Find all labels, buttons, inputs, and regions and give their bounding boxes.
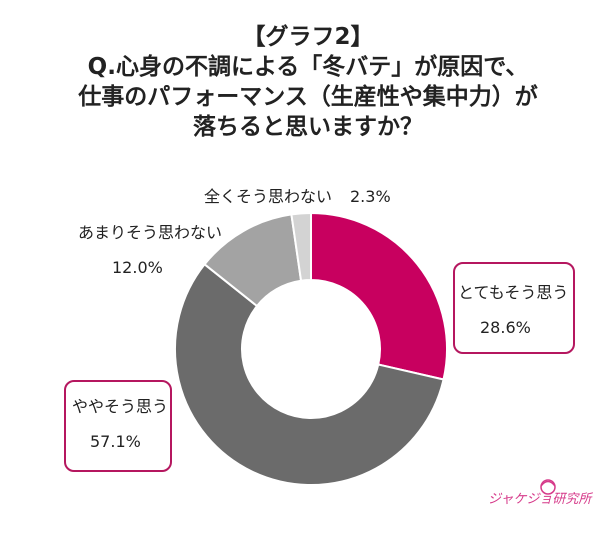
title-line-2: Q.心身の不調による「冬バテ」が原因で、 bbox=[87, 54, 529, 80]
callout-box-totemo bbox=[453, 262, 575, 354]
label-yaya-name: ややそう思う bbox=[72, 397, 169, 416]
label-yaya-value: 57.1% bbox=[90, 432, 141, 451]
slice-yaya bbox=[174, 262, 445, 486]
label-totemo-name: とてもそう思う bbox=[458, 283, 569, 302]
logo-hair-icon bbox=[540, 480, 556, 487]
logo-face-icon bbox=[540, 479, 556, 495]
title-line-4: 落ちると思いますか？ bbox=[193, 114, 423, 140]
slice-mattaku bbox=[290, 211, 312, 282]
label-mattaku-name: 全くそう思わない bbox=[204, 187, 333, 206]
label-totemo-value: 28.6% bbox=[480, 318, 531, 337]
logo-text: ジャケジョ研究所 bbox=[488, 492, 592, 507]
chart-title: 【グラフ2】 Q.心身の不調による「冬バテ」が原因で、 仕事のパフォーマンス（生… bbox=[0, 22, 616, 142]
label-amari-name: あまりそう思わない bbox=[78, 223, 223, 242]
label-amari-value: 12.0% bbox=[112, 258, 163, 277]
label-mattaku-value: 2.3% bbox=[350, 187, 391, 206]
brand-logo: ジャケジョ研究所 bbox=[488, 478, 608, 518]
callout-box-yaya bbox=[64, 380, 172, 472]
title-line-1: 【グラフ2】 bbox=[242, 24, 374, 50]
title-line-3: 仕事のパフォーマンス（生産性や集中力）が bbox=[78, 84, 538, 110]
slice-totemo bbox=[310, 211, 448, 381]
